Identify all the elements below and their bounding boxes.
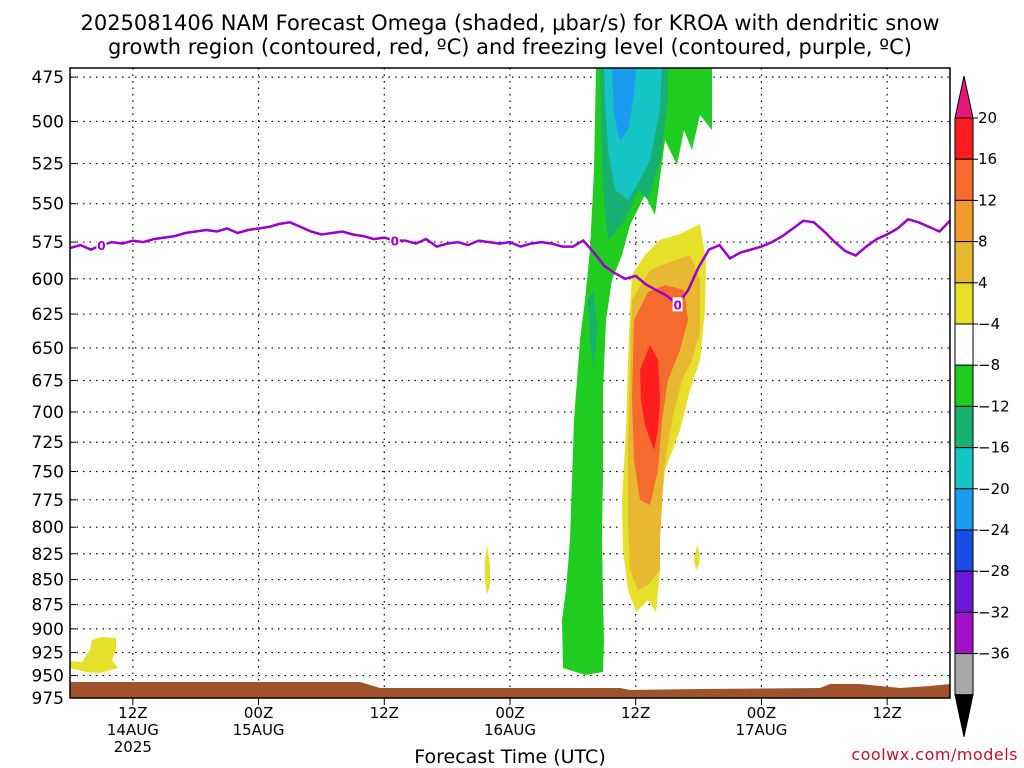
omega-region-teal-lower [588,290,597,370]
colorbar-swatch [954,447,974,490]
freezing-level-label: 0 [391,235,399,249]
freezing-level-layer: 0 0 0 [69,217,951,312]
y-tick-label: 750 [32,462,64,482]
colorbar-tick-label: −16 [978,439,1010,457]
colorbar-tick-label: 4 [978,274,988,292]
freezing-level-label: 0 [673,298,681,312]
x-tick-label: 12Z [370,704,399,722]
colorbar-swatch [954,323,974,366]
y-tick-label: 650 [32,339,64,359]
y-tick-label: 675 [32,372,64,392]
colorbar-swatch [954,611,974,655]
colorbar-tick-label: −20 [978,480,1010,498]
y-tick-label: 775 [32,491,64,511]
x-tick-label: 12Z [872,704,901,722]
colorbar-tick-label: 8 [978,233,988,251]
y-tick-label: 500 [32,112,64,132]
colorbar-tick-label: −4 [978,315,1000,333]
y-tick-label: 625 [32,305,64,325]
omega-region-yellow-lower-left [70,637,118,673]
y-tick-label: 475 [32,68,64,88]
colorbar-swatch [954,653,974,696]
x-tick-date-label: 14AUG [107,721,159,739]
y-tick-label: 800 [32,518,64,538]
omega-region-positive-plume-red [640,345,660,450]
x-axis-label: Forecast Time (UTC) [414,746,605,768]
x-tick-label: 12Z [118,704,147,722]
colorbar-tick-label: −12 [978,397,1010,415]
colorbar-swatch [954,282,974,325]
x-tick-label: 00Z [244,704,273,722]
y-tick-label: 925 [32,644,64,664]
omega-layer [70,68,712,675]
plot-area [70,68,950,698]
y-tick-label: 575 [32,233,64,253]
y-tick-label: 700 [32,403,64,423]
colorbar-swatch [954,570,974,613]
colorbar-tick-label: −28 [978,562,1010,580]
colorbar-swatch [954,529,974,572]
omega-region-positive-plume-orange [632,285,688,505]
x-tick-label: 00Z [747,704,776,722]
y-tick-label: 850 [32,571,64,591]
freezing-level-label-bg [389,233,400,248]
y-tick-label: 875 [32,596,64,616]
colorbar-tick-label: −24 [978,521,1010,539]
colorbar-tick-label: 16 [978,150,997,168]
y-tick-label: 975 [32,689,64,709]
colorbar-tick-label: 12 [978,191,997,209]
y-tick-label: 600 [32,270,64,290]
freezing-level-label-bg [672,297,683,312]
omega-region-yellow-blob-1 [485,545,490,595]
colorbar-swatch [954,158,974,201]
y-tick-label: 900 [32,620,64,640]
freezing-level-label: 0 [97,239,105,253]
freezing-level-line [69,217,951,307]
colorbar-tick-label: −32 [978,603,1010,621]
omega-region-blue-core [612,68,636,140]
y-axis: 475 500 525 550 575 600 625 650 675 700 725 750 775 8… [32,68,76,709]
chart-title-line-1: 2025081406 NAM Forecast Omega (shaded, μ… [80,11,939,35]
colorbar-swatch [954,488,974,531]
x-tick-label: 00Z [495,704,524,722]
x-tick-date-label: 15AUG [233,721,285,739]
y-tick-label: 725 [32,433,64,453]
credit-text: coolwx.com/models [851,745,1018,764]
colorbar-top-arrow [954,75,974,119]
colorbar-tick-label: 20 [978,109,997,127]
colorbar-swatch [954,117,974,160]
x-tick-label: 12Z [621,704,650,722]
colorbar-tick-label: −36 [978,645,1010,663]
y-tick-label: 825 [32,545,64,565]
x-tick-year-label: 2025 [114,738,152,756]
omega-region-yellow-blob-2 [694,545,700,570]
colorbar-swatch [954,364,974,407]
freezing-level-label-bg [96,238,107,253]
omega-region-green-column [562,68,712,675]
colorbar: 20 16 12 8 4 −4 −8 −12 −16 −20 −24 −28 −32 −36 [954,75,1010,737]
y-tick-label: 950 [32,667,64,687]
y-tick-label: 525 [32,155,64,175]
terrain-band [70,682,950,698]
colorbar-swatch [954,199,974,243]
colorbar-swatch [954,405,974,449]
x-tick-date-label: 17AUG [735,721,787,739]
chart-title-line-2: growth region (contoured, red, ºC) and f… [108,35,912,59]
x-tick-date-label: 16AUG [484,721,536,739]
colorbar-tick-label: −8 [978,356,1000,374]
y-tick-label: 550 [32,195,64,215]
colorbar-bottom-arrow [954,694,974,737]
colorbar-swatch [954,241,974,284]
